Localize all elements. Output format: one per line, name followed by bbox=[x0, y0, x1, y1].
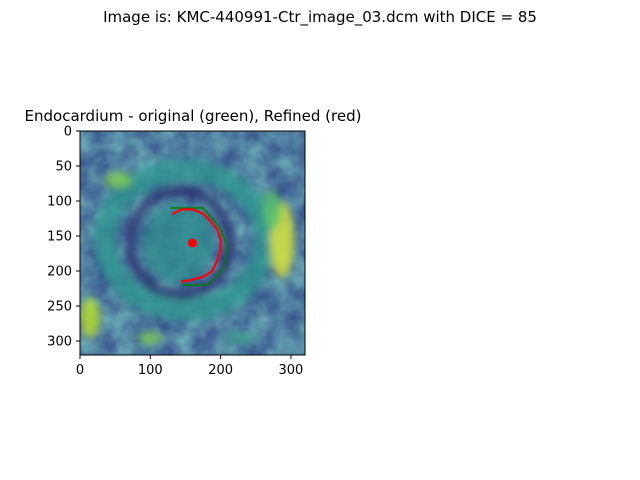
figure-suptitle: Image is: KMC-440991-Ctr_image_03.dcm wi… bbox=[103, 8, 537, 27]
y-tick-label: 300 bbox=[47, 335, 72, 350]
y-tick-label: 250 bbox=[47, 300, 72, 315]
x-tick-label: 100 bbox=[138, 363, 163, 378]
y-tick-label: 150 bbox=[47, 230, 72, 245]
panel-title: Endocardium - original (green), Refined … bbox=[25, 107, 362, 125]
x-tick-label: 200 bbox=[208, 363, 233, 378]
y-tick-label: 0 bbox=[64, 125, 72, 140]
refined-contour bbox=[171, 208, 222, 283]
original-contour bbox=[170, 207, 229, 286]
y-tick-label: 100 bbox=[47, 195, 72, 210]
y-tick-label: 50 bbox=[55, 160, 72, 175]
contours bbox=[170, 207, 229, 286]
axes-frame bbox=[79, 130, 306, 356]
x-tick-label: 300 bbox=[279, 363, 304, 378]
x-axis: 0 100 200 300 bbox=[76, 355, 303, 378]
center-point bbox=[188, 238, 197, 248]
x-tick-label: 0 bbox=[76, 363, 84, 378]
y-tick-label: 200 bbox=[47, 265, 72, 280]
y-axis: 0 50 100 150 200 250 300 bbox=[47, 125, 80, 350]
